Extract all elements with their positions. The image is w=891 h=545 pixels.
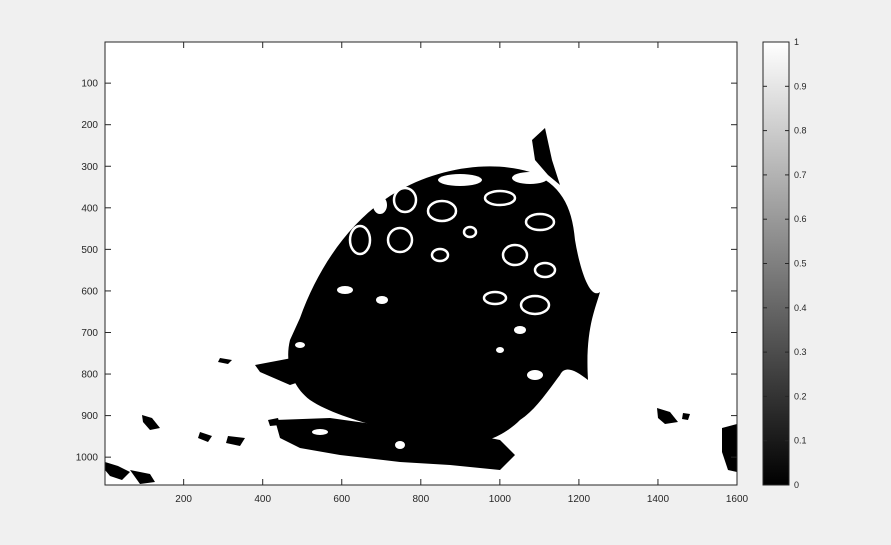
image-dark-region	[255, 358, 305, 385]
y-tick-label: 900	[81, 411, 98, 422]
y-tick-label: 200	[81, 120, 98, 131]
colorbar-ticks: 0 0.1 0.2 0.3 0.4 0.5 0.6 0.7 0.8 0.9 1	[763, 37, 807, 490]
colorbar-tick-label: 0.1	[794, 436, 807, 446]
image-dark-region	[142, 415, 160, 430]
image-light-spots	[348, 186, 557, 316]
image-dark-region	[682, 413, 690, 420]
colorbar-tick-label: 0.8	[794, 126, 807, 136]
image-dark-region	[105, 462, 130, 480]
image-dark-region	[532, 128, 560, 185]
image-axes[interactable]: 200 400 600 800 1000 1200 1400 1600 100 200 300 40…	[76, 41, 749, 505]
x-tick-label: 1600	[726, 494, 749, 505]
x-tick-label: 600	[333, 494, 350, 505]
colorbar-tick-label: 0.7	[794, 170, 807, 180]
colorbar-tick-label: 0.9	[794, 81, 807, 91]
colorbar-tick-label: 1	[794, 37, 799, 47]
colorbar-tick-label: 0.5	[794, 259, 807, 269]
x-axis: 200 400 600 800 1000 1200 1400 1600	[175, 42, 749, 505]
image-dark-region	[460, 428, 482, 448]
image-dark-region	[226, 436, 245, 446]
x-tick-label: 1000	[489, 494, 512, 505]
image-light-spots	[295, 155, 548, 449]
image-dark-region	[657, 408, 678, 424]
x-tick-label: 400	[254, 494, 271, 505]
y-axis: 100 200 300 400 500 600 700 800 900 1000	[76, 79, 737, 464]
image-dark-region	[275, 418, 515, 470]
image-dark-region	[218, 358, 232, 364]
y-tick-label: 800	[81, 370, 98, 381]
binary-image	[105, 128, 737, 484]
image-dark-region	[198, 432, 212, 442]
x-tick-label: 200	[175, 494, 192, 505]
colorbar-tick-label: 0.3	[794, 347, 807, 357]
colorbar-tick-label: 0	[794, 480, 799, 490]
image-dark-region	[130, 470, 155, 484]
y-tick-label: 1000	[76, 453, 99, 464]
image-dark-region	[288, 166, 600, 444]
y-tick-label: 600	[81, 286, 98, 297]
x-tick-label: 1200	[568, 494, 591, 505]
colorbar-gradient	[763, 42, 789, 485]
y-tick-label: 100	[81, 79, 98, 90]
image-dark-region	[722, 424, 737, 472]
x-tick-label: 800	[412, 494, 429, 505]
x-tick-label: 1400	[647, 494, 670, 505]
image-dark-region	[345, 438, 400, 458]
y-tick-label: 300	[81, 162, 98, 173]
colorbar-tick-label: 0.2	[794, 391, 807, 401]
y-tick-label: 700	[81, 328, 98, 339]
colorbar-tick-label: 0.6	[794, 214, 807, 224]
colorbar-tick-label: 0.4	[794, 303, 807, 313]
y-tick-label: 500	[81, 245, 98, 256]
y-tick-label: 400	[81, 203, 98, 214]
colorbar[interactable]: 0 0.1 0.2 0.3 0.4 0.5 0.6 0.7 0.8 0.9 1	[762, 37, 807, 490]
image-dark-region	[268, 418, 280, 426]
